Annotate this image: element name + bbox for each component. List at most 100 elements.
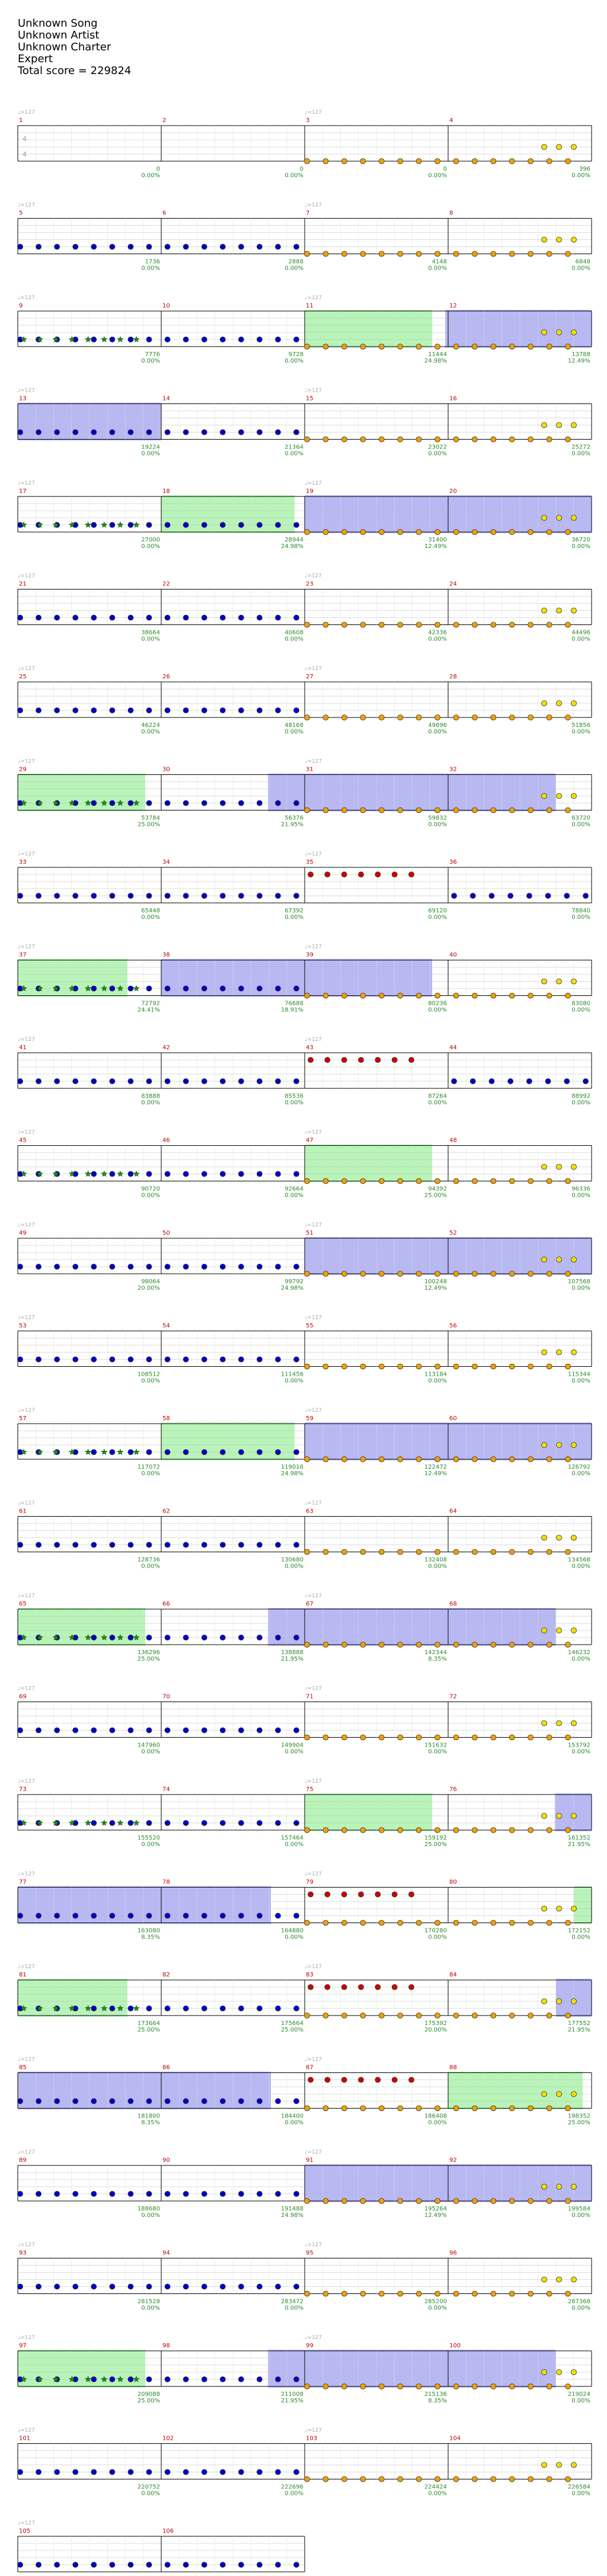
note [164, 614, 171, 621]
note [146, 2098, 152, 2104]
note [322, 1549, 329, 1555]
note [378, 992, 385, 999]
measure-number: 78 [162, 1879, 170, 1886]
note [293, 2098, 299, 2104]
note [54, 429, 60, 435]
note [541, 422, 547, 428]
note [91, 893, 97, 899]
note [490, 344, 497, 350]
star-note [52, 1170, 59, 1177]
note [565, 1363, 571, 1370]
note [341, 1891, 347, 1898]
measure-score: 100248 [424, 1279, 447, 1285]
note [556, 1998, 562, 2004]
note [238, 2376, 244, 2382]
measure-score: 226584 [568, 2484, 590, 2491]
note [571, 1905, 577, 1912]
note [109, 1820, 116, 1826]
note [528, 158, 534, 164]
measure-number: 34 [162, 859, 170, 866]
note [546, 2198, 552, 2204]
note [453, 1920, 459, 1926]
note [164, 2005, 171, 2011]
measure-score: 177552 [568, 2020, 590, 2027]
measure-number: 104 [449, 2436, 461, 2442]
note [453, 344, 459, 350]
measure-percent: 0.00% [571, 822, 590, 828]
tempo-marker: ♩=127 [18, 759, 35, 765]
note [528, 529, 534, 535]
note [471, 2383, 478, 2389]
note [146, 1727, 152, 1734]
note [293, 1078, 299, 1084]
note [565, 621, 571, 628]
note [17, 1912, 23, 1919]
note [546, 992, 552, 999]
note [54, 2562, 60, 2568]
measure-number: 74 [162, 1786, 170, 1793]
measure-percent: 0.00% [285, 1193, 304, 1199]
note [490, 1549, 497, 1555]
note [127, 1635, 134, 1641]
measure-score: 48168 [285, 722, 304, 729]
measure-percent: 25.00% [424, 1841, 447, 1848]
note [127, 2469, 134, 2475]
note [490, 715, 497, 720]
note [238, 2191, 244, 2197]
note [17, 243, 23, 250]
note [275, 243, 281, 250]
star-note [52, 985, 59, 992]
note [256, 2005, 263, 2011]
star-note [68, 2005, 75, 2011]
measure-score: 72792 [141, 1001, 160, 1007]
note [435, 1456, 440, 1462]
measure-percent: 8.35% [141, 2120, 160, 2126]
note [378, 2105, 385, 2112]
note [471, 158, 478, 164]
note [435, 2013, 440, 2018]
note [571, 700, 577, 706]
time-signature: 44 [23, 135, 27, 158]
note [490, 2383, 497, 2389]
note [453, 992, 459, 999]
measure-number: 39 [306, 952, 314, 959]
note [509, 1456, 515, 1462]
note [571, 2276, 577, 2283]
note [556, 2462, 562, 2468]
note [324, 1891, 331, 1898]
star-note [133, 1819, 140, 1826]
note [164, 2469, 171, 2475]
measure-number: 49 [19, 1230, 27, 1236]
measure-score: 83888 [141, 1093, 160, 1100]
note [556, 236, 562, 243]
note [256, 2283, 263, 2290]
measure-score: 111456 [281, 1372, 304, 1378]
note [397, 1271, 404, 1277]
note [219, 522, 226, 528]
note [471, 436, 478, 443]
note [565, 1734, 571, 1741]
measure-score: 6848 [576, 259, 590, 265]
note [360, 2476, 366, 2482]
tempo-marker: ♩=127 [18, 295, 35, 301]
note [360, 1549, 366, 1555]
note [526, 1078, 532, 1084]
note [183, 522, 189, 528]
note [322, 1178, 329, 1184]
note [293, 1264, 299, 1270]
note [164, 2376, 171, 2382]
note [91, 2562, 97, 2568]
measure-percent: 20.00% [424, 2027, 447, 2033]
measure-score: 149904 [281, 1742, 304, 1749]
note [308, 1057, 314, 1063]
note [109, 2562, 116, 2568]
tempo-marker: ♩=127 [18, 480, 35, 486]
note [91, 243, 97, 250]
note [238, 522, 244, 528]
note [91, 522, 97, 528]
note [36, 243, 41, 250]
note [360, 807, 366, 813]
note [397, 621, 404, 628]
